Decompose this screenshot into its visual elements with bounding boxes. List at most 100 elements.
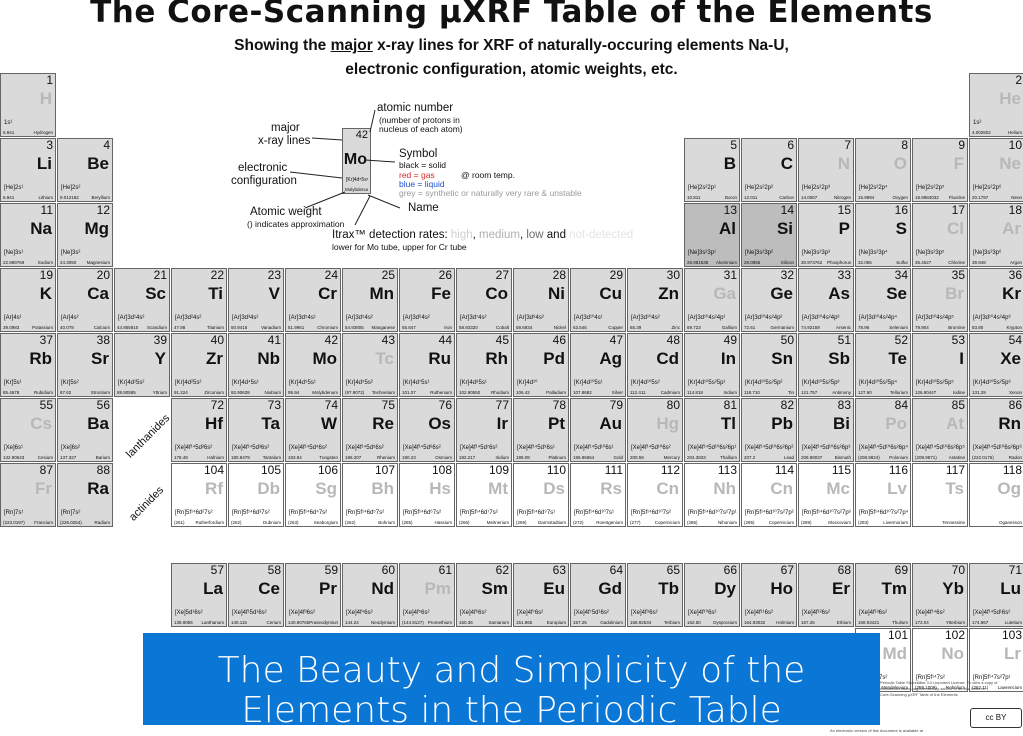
element-symbol: Db [257, 479, 280, 498]
element-configuration: [Xe]4f¹⁴5d¹⁰6s²6p¹ [688, 445, 737, 451]
element-number: 85 [951, 398, 965, 412]
element-number: 114 [774, 463, 794, 477]
element-name-row: 6.941 Lithium [3, 195, 53, 200]
element-cell-be: 4 Be [He]2s² 9.012182 Beryllium [57, 138, 113, 202]
element-weight: (285) [744, 520, 755, 525]
element-name: Argon [1009, 260, 1022, 265]
element-weight: 40.078 [60, 325, 74, 330]
element-name: Bromine [948, 325, 965, 330]
element-configuration: [Ne]3s²3p² [745, 250, 774, 256]
element-name-row: 195.08 Platinum [516, 455, 566, 460]
element-weight: 195.08 [516, 455, 530, 460]
element-symbol: Ga [713, 284, 736, 303]
element-configuration: [Rn]5f¹⁴6d⁶7s² [403, 510, 442, 516]
element-name: Moscovium [828, 520, 851, 525]
element-name-row: 174.967 Lutetium [972, 620, 1022, 625]
element-weight: 10.811 [687, 195, 701, 200]
element-number: 25 [381, 268, 395, 282]
element-name: Seaborgium [313, 520, 338, 525]
element-cell-rs: 111 Rs [Rn]5f¹⁴6d¹⁰7s¹ (272) Roentgenium [570, 463, 626, 527]
element-weight: 102.90550 [459, 390, 481, 395]
element-cell-te: 52 Te [Kr]4d¹⁰5s²5p⁴ 127.60 Tellurium [855, 333, 911, 397]
element-configuration: [Ar]3d¹⁰4s²4p³ [802, 315, 840, 321]
element-number: 65 [666, 563, 680, 577]
element-name: Meitnerium [486, 520, 509, 525]
element-name: Oxygen [892, 195, 908, 200]
element-symbol: Lv [887, 479, 907, 498]
element-name-row: 54.93805 Manganese [345, 325, 395, 330]
element-name-row: 47.88 Titanium [174, 325, 224, 330]
element-cell-rf: 104 Rf [Rn]5f¹⁴6d²7s² (261) Rutherfordium [171, 463, 227, 527]
element-cell-pr: 59 Pr [Xe]4f³6s² 140.90765 Praseodymium [285, 563, 341, 627]
element-number: 111 [604, 463, 623, 477]
element-name: Nihonium [717, 520, 737, 525]
banner-text: The Beauty and Simplicity of the Element… [143, 651, 880, 731]
element-cell-p: 15 P [Ne]3s²3p³ 30.973762 Phosphorus [798, 203, 854, 267]
element-cell-cu: 29 Cu [Ar]3d¹⁰4s¹ 63.546 Copper [570, 268, 626, 332]
element-symbol: Ag [599, 349, 622, 368]
license-fine-1: Periodic Table ShareAlike 3.0 Unported L… [880, 680, 998, 685]
element-cell-b: 5 B [He]2s²2p¹ 10.811 Boron [684, 138, 740, 202]
element-symbol: Sg [315, 479, 337, 498]
element-number: 57 [210, 563, 224, 577]
element-number: 18 [1008, 203, 1022, 217]
element-symbol: Cn [770, 479, 793, 498]
element-name: Polonium [889, 455, 908, 460]
element-name: Thallium [719, 455, 737, 460]
element-weight: (226.0254) [60, 520, 82, 525]
element-configuration: [Kr]4d²5s² [175, 380, 202, 386]
element-configuration: [Rn]5f¹⁴6d³7s² [232, 510, 270, 516]
legend-major-lines-2: x-ray lines [258, 135, 311, 147]
element-weight: 140.90765 [288, 620, 310, 625]
element-cell-tb: 65 Tb [Xe]4f⁹6s² 158.92534 Terbium [627, 563, 683, 627]
element-weight: 32.065 [858, 260, 872, 265]
element-weight: (277) [630, 520, 641, 525]
element-cell-ni: 28 Ni [Ar]3d⁸4s² 58.6934 Nickel [513, 268, 569, 332]
element-name-row: (222.0176) Radon [972, 455, 1022, 460]
element-name: Gold [613, 455, 623, 460]
element-name: Lithium [38, 195, 53, 200]
element-name: Tantalum [262, 455, 281, 460]
element-cell-sm: 62 Sm [Xe]4f⁶6s² 150.36 Samarium [456, 563, 512, 627]
element-weight: 204.3833 [687, 455, 706, 460]
element-weight: 162.50 [687, 620, 701, 625]
element-symbol: I [959, 349, 964, 368]
element-symbol: Pd [543, 349, 565, 368]
element-name-row: 35.4527 Chlorine [915, 260, 965, 265]
element-cell-os: 76 Os [Xe]4f¹⁴5d⁶6s² 190.23 Osmium [399, 398, 455, 462]
element-symbol: Dy [714, 579, 736, 598]
element-cell-nh: 113 Nh [Rn]5f¹⁴6d¹⁰7s²7p¹ (286) Nihonium [684, 463, 740, 527]
element-weight: 178.49 [174, 455, 188, 460]
element-name: Rhodium [490, 390, 509, 395]
element-cell-bi: 83 Bi [Xe]4f¹⁴5d¹⁰6s²6p³ 208.98037 Bismuth [798, 398, 854, 462]
element-number: 74 [324, 398, 338, 412]
banner-line-1: The Beauty and Simplicity of the [217, 650, 806, 691]
element-name-row: 157.25 Gadolinium [573, 620, 623, 625]
element-number: 41 [267, 333, 281, 347]
element-number: 39 [153, 333, 167, 347]
element-number: 34 [894, 268, 908, 282]
element-number: 81 [723, 398, 737, 412]
element-number: 35 [951, 268, 965, 282]
element-weight: 132.90543 [3, 455, 25, 460]
element-symbol: Sn [771, 349, 793, 368]
element-symbol: Pt [548, 414, 565, 433]
element-name: Platinum [548, 455, 566, 460]
cc-license-badge[interactable]: cc BY [970, 708, 1022, 728]
element-name: Cesium [37, 455, 53, 460]
element-configuration: [Xe]4f⁵6s² [403, 610, 430, 616]
element-name-row: 40.078 Calcium [60, 325, 110, 330]
element-weight: 39.0983 [3, 325, 20, 330]
element-configuration: [Ar]3d¹⁰4s²4p⁶ [973, 315, 1011, 321]
element-cell-yb: 70 Yb [Xe]4f¹⁴6s² 173.04 Ytterbium [912, 563, 968, 627]
element-weight: 151.965 [516, 620, 533, 625]
element-number: 68 [837, 563, 851, 577]
element-number: 62 [495, 563, 509, 577]
element-number: 56 [96, 398, 110, 412]
license-fine-3: Core-Scanning µXRF Table of the Elements [880, 692, 958, 697]
element-cell-rh: 45 Rh [Kr]4d⁸5s¹ 102.90550 Rhodium [456, 333, 512, 397]
element-number: 73 [267, 398, 281, 412]
element-name: Vanadium [261, 325, 281, 330]
element-cell-no: 102 No [Rn]5f¹⁴7s² (259.1009) Nobelium [912, 628, 968, 692]
element-number: 33 [837, 268, 851, 282]
